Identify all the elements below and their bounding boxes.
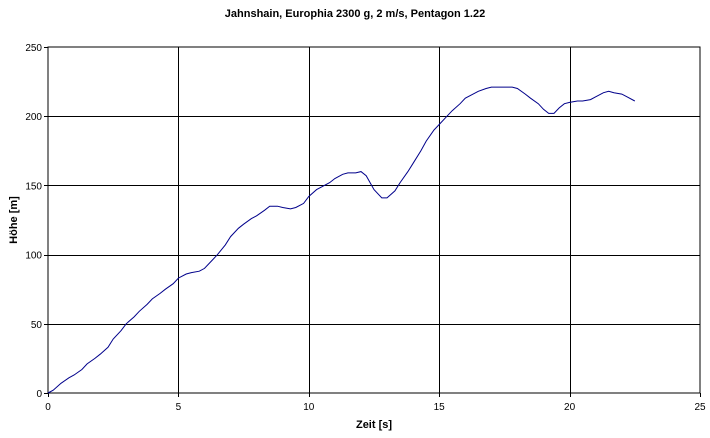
x-tick-label: 20 — [564, 402, 576, 413]
x-tick-label: 15 — [434, 402, 446, 413]
x-tick-label: 5 — [176, 402, 182, 413]
altitude-line — [47, 86, 636, 394]
x-axis-label: Zeit [s] — [356, 419, 392, 431]
y-tick-label: 250 — [25, 43, 42, 54]
plot-area — [47, 46, 701, 394]
chart-title: Jahnshain, Europhia 2300 g, 2 m/s, Penta… — [225, 8, 485, 20]
y-tick-label: 200 — [25, 112, 42, 123]
y-tick-label: 50 — [31, 320, 43, 331]
y-tick-label: 100 — [25, 251, 42, 262]
y-tick-label: 0 — [36, 389, 42, 400]
gridlines — [48, 47, 700, 393]
x-tick-label: 25 — [694, 402, 706, 413]
y-tick-label: 150 — [25, 181, 42, 192]
y-axis-label: Höhe [m] — [8, 196, 20, 244]
x-tick-label: 0 — [45, 402, 51, 413]
x-tick-label: 10 — [303, 402, 315, 413]
